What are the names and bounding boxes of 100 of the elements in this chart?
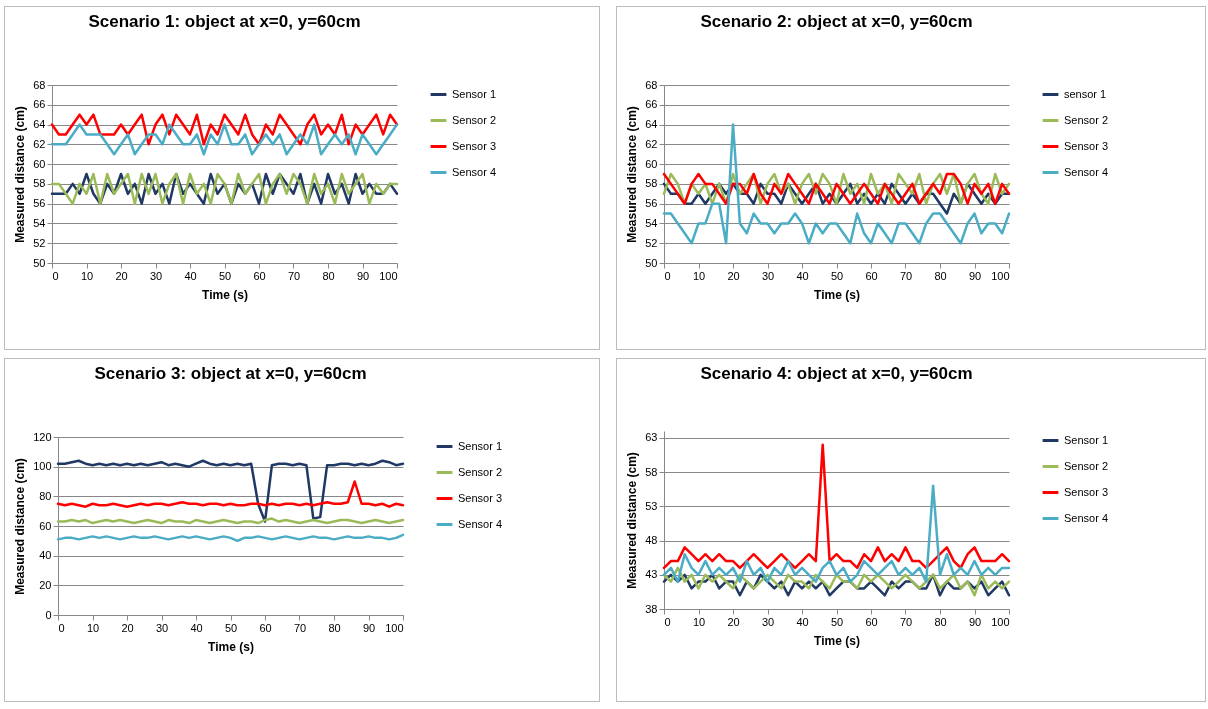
legend-label: Sensor 1 (458, 439, 503, 452)
x-tick-label: 80 (322, 269, 335, 282)
line-series (662, 443, 1011, 570)
y-axis-title: Measured distance (cm) (13, 106, 28, 243)
x-tick-label: 80 (328, 621, 341, 634)
chart-title: Scenario 3: object at x=0, y=60cm (94, 364, 367, 383)
y-tick-label: 20 (39, 578, 52, 591)
x-axis-title: Time (s) (814, 287, 860, 302)
legend-label: Sensor 2 (1064, 113, 1109, 126)
x-axis-title: Time (s) (814, 633, 860, 648)
x-tick-label: 40 (796, 269, 809, 282)
x-tick-label: 40 (184, 269, 197, 282)
y-tick-label: 66 (33, 98, 46, 111)
y-tick-label: 80 (39, 489, 52, 502)
y-tick-label: 62 (645, 137, 658, 150)
x-axis-title: Time (s) (208, 639, 254, 654)
legend-label: Sensor 4 (452, 165, 497, 178)
y-tick-label: 58 (645, 465, 658, 478)
x-tick-label: 30 (761, 615, 775, 628)
legend-label: Sensor 2 (1064, 459, 1109, 472)
chart-title: Scenario 2: object at x=0, y=60cm (700, 12, 973, 31)
y-tick-label: 64 (33, 118, 46, 131)
legend-label: Sensor 2 (452, 113, 497, 126)
legend-label: Sensor 4 (458, 517, 503, 530)
y-axis-title: Measured distance (cm) (625, 452, 640, 589)
x-tick-label: 40 (190, 621, 203, 634)
legend-label: Sensor 3 (452, 139, 497, 152)
y-tick-label: 52 (33, 236, 46, 249)
x-tick-label: 60 (865, 615, 878, 628)
line-series (56, 480, 405, 508)
line-series (50, 113, 399, 146)
legend-label: Sensor 4 (1064, 511, 1109, 524)
y-tick-label: 38 (645, 602, 658, 615)
x-tick-label: 30 (149, 269, 163, 282)
x-tick-label: 70 (899, 269, 913, 282)
x-tick-label: 40 (796, 615, 809, 628)
x-tick-label: 10 (80, 269, 94, 282)
x-tick-label: 60 (259, 621, 272, 634)
y-tick-label: 50 (33, 256, 46, 269)
legend-label: Sensor 3 (458, 491, 503, 504)
y-tick-label: 56 (33, 197, 46, 210)
x-tick-label: 60 (865, 269, 878, 282)
y-tick-label: 58 (645, 177, 658, 190)
x-tick-label: 70 (899, 615, 913, 628)
y-tick-label: 53 (645, 499, 658, 512)
line-series (56, 459, 405, 523)
x-tick-label: 90 (362, 621, 376, 634)
x-tick-label: 0 (664, 269, 671, 282)
legend-label: Sensor 3 (1064, 485, 1109, 498)
y-tick-label: 68 (33, 78, 46, 91)
y-tick-label: 54 (33, 216, 46, 229)
y-tick-label: 50 (645, 256, 658, 269)
x-tick-label: 50 (830, 269, 844, 282)
y-tick-label: 54 (645, 216, 658, 229)
x-tick-label: 70 (287, 269, 301, 282)
y-tick-label: 48 (645, 534, 658, 547)
x-tick-label: 90 (968, 269, 982, 282)
x-tick-label: 70 (293, 621, 307, 634)
legend-label: Sensor 1 (1064, 433, 1109, 446)
chart-title: Scenario 4: object at x=0, y=60cm (700, 364, 973, 383)
line-series (662, 566, 1011, 597)
y-tick-label: 40 (39, 549, 52, 562)
y-tick-label: 62 (33, 137, 46, 150)
x-tick-label: 50 (224, 621, 238, 634)
x-tick-label: 20 (121, 621, 134, 634)
x-tick-label: 100 (991, 615, 1010, 628)
y-axis-title: Measured distance (cm) (13, 458, 28, 595)
x-axis-title: Time (s) (202, 287, 248, 302)
y-tick-label: 43 (645, 568, 658, 581)
x-tick-label: 90 (356, 269, 370, 282)
y-tick-label: 64 (645, 118, 658, 131)
x-tick-label: 100 (991, 269, 1010, 282)
x-tick-label: 80 (934, 615, 947, 628)
x-tick-label: 10 (692, 615, 706, 628)
y-axis-title: Measured distance (cm) (625, 106, 640, 243)
chart-title: Scenario 1: object at x=0, y=60cm (88, 12, 361, 31)
line-series (662, 123, 1011, 245)
x-tick-label: 80 (934, 269, 947, 282)
y-tick-label: 100 (33, 460, 52, 473)
x-tick-label: 0 (58, 621, 65, 634)
y-tick-label: 58 (33, 177, 46, 190)
y-tick-label: 63 (645, 431, 658, 444)
x-tick-label: 100 (379, 269, 398, 282)
y-tick-label: 52 (645, 236, 658, 249)
x-tick-label: 50 (830, 615, 844, 628)
x-tick-label: 20 (727, 269, 740, 282)
y-tick-label: 60 (645, 157, 658, 170)
x-tick-label: 30 (761, 269, 775, 282)
line-series (50, 123, 399, 156)
y-tick-label: 60 (33, 157, 46, 170)
x-tick-label: 60 (253, 269, 266, 282)
y-tick-label: 68 (645, 78, 658, 91)
x-tick-label: 10 (692, 269, 706, 282)
legend-label: Sensor 3 (1064, 139, 1109, 152)
legend-label: sensor 1 (1064, 87, 1107, 100)
x-tick-label: 20 (115, 269, 128, 282)
x-tick-label: 20 (727, 615, 740, 628)
x-tick-label: 90 (968, 615, 982, 628)
line-series (662, 484, 1011, 583)
x-tick-label: 30 (155, 621, 169, 634)
